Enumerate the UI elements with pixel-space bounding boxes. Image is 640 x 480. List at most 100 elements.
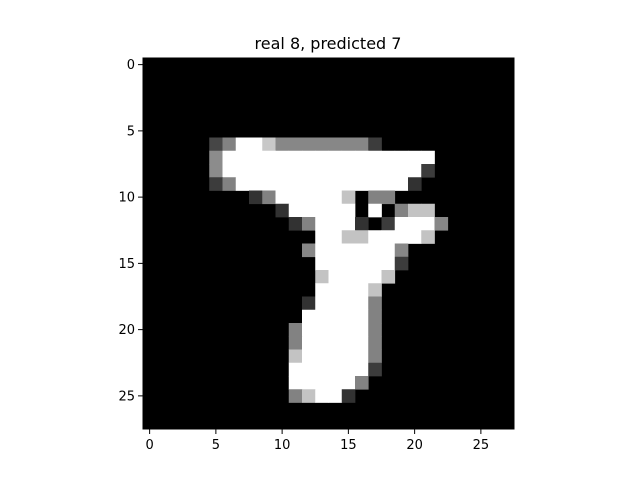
pixel	[341, 230, 356, 244]
pixel	[368, 150, 382, 165]
x-tick-label: 0	[145, 438, 153, 453]
pixel	[315, 164, 329, 178]
pixel	[328, 256, 343, 271]
pixel	[381, 164, 396, 178]
pixel	[355, 296, 369, 311]
pixel	[328, 270, 343, 284]
pixel	[328, 283, 343, 297]
pixel	[408, 164, 422, 178]
pixel	[381, 190, 396, 205]
pixel	[222, 150, 237, 165]
pixel	[368, 256, 382, 271]
pixel	[421, 203, 435, 218]
pixel	[302, 389, 316, 403]
pixel	[408, 177, 422, 191]
pixel	[355, 376, 369, 390]
pixel	[222, 177, 237, 191]
pixel	[341, 283, 356, 297]
pixel	[328, 389, 343, 403]
pixel	[288, 362, 303, 377]
pixel	[408, 230, 422, 244]
pixel	[328, 336, 343, 350]
pixel	[341, 164, 356, 178]
pixel	[394, 177, 409, 191]
pixel	[302, 203, 316, 218]
pixel	[275, 164, 290, 178]
pixel	[368, 230, 382, 244]
pixel	[328, 296, 343, 311]
pixel	[368, 190, 382, 205]
pixel	[302, 190, 316, 205]
pixel	[315, 203, 329, 218]
pixel	[262, 190, 276, 205]
pixel	[209, 164, 223, 178]
pixel	[368, 362, 382, 377]
pixel	[249, 150, 263, 165]
pixel	[209, 177, 223, 191]
pixel	[262, 164, 276, 178]
pixel	[368, 270, 382, 284]
pixel	[341, 376, 356, 390]
pixel	[315, 177, 329, 191]
pixel	[222, 137, 237, 152]
pixel	[288, 137, 303, 152]
pixel	[275, 177, 290, 191]
pixel	[302, 164, 316, 178]
pixel	[341, 137, 356, 152]
pixel	[275, 150, 290, 165]
pixel	[368, 349, 382, 364]
pixel	[262, 150, 276, 165]
pixel	[421, 164, 435, 178]
pixel	[368, 283, 382, 297]
pixel	[288, 323, 303, 337]
pixel	[355, 336, 369, 350]
pixel	[434, 217, 449, 231]
pixel	[235, 177, 250, 191]
pixel	[288, 177, 303, 191]
pixel	[302, 150, 316, 165]
x-tick-label: 5	[212, 438, 220, 453]
pixel	[315, 336, 329, 350]
pixel	[315, 283, 329, 297]
pixel	[328, 230, 343, 244]
pixel	[315, 243, 329, 258]
pixel	[341, 323, 356, 337]
pixel	[302, 376, 316, 390]
pixel	[249, 177, 263, 191]
pixel	[341, 256, 356, 271]
pixel	[341, 336, 356, 350]
pixel	[315, 309, 329, 324]
pixel	[341, 243, 356, 258]
pixel	[328, 164, 343, 178]
pixel	[341, 190, 356, 205]
pixel	[315, 217, 329, 231]
pixel	[328, 137, 343, 152]
pixel	[302, 323, 316, 337]
pixel	[341, 217, 356, 231]
pixel	[328, 190, 343, 205]
pixel	[381, 270, 396, 284]
pixel	[381, 230, 396, 244]
pixel	[394, 203, 409, 218]
y-tick-label: 5	[127, 124, 135, 139]
pixel	[355, 177, 369, 191]
x-tick-label: 20	[406, 438, 423, 453]
pixel	[222, 164, 237, 178]
pixel	[381, 177, 396, 191]
pixel	[328, 203, 343, 218]
x-axis: 0 5 10 15 20 25	[145, 429, 489, 453]
pixel	[315, 230, 329, 244]
pixel	[328, 323, 343, 337]
pixel	[341, 349, 356, 364]
pixel	[421, 230, 435, 244]
pixel	[355, 362, 369, 377]
pixel	[355, 323, 369, 337]
pixel	[315, 349, 329, 364]
pixel	[408, 217, 422, 231]
pixel	[235, 150, 250, 165]
pixel	[328, 362, 343, 377]
pixel	[275, 203, 290, 218]
pixel	[315, 270, 329, 284]
pixel	[315, 362, 329, 377]
